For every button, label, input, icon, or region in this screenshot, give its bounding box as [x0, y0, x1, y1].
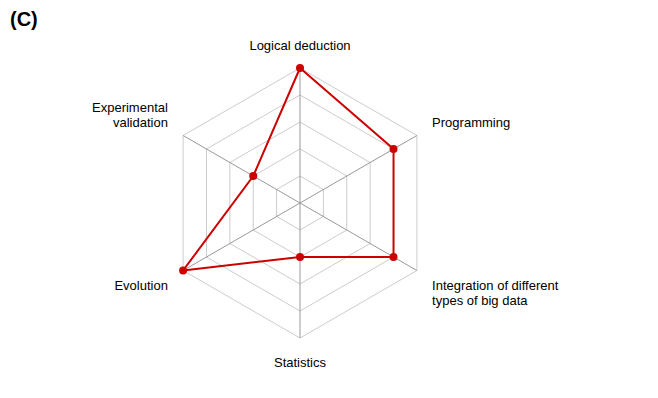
category-label: Programming: [432, 115, 510, 130]
grid: [183, 68, 417, 338]
chart: Logical deduction Programming Integration …: [0, 0, 658, 398]
data-point: [390, 145, 398, 153]
category-label: Statistics: [274, 355, 327, 370]
panel-label: (C): [10, 8, 38, 30]
spoke: [300, 136, 417, 204]
radar: Logical deduction Programming Integration …: [92, 38, 559, 369]
data-point: [390, 253, 398, 261]
spokes: [183, 68, 417, 338]
data-point: [249, 172, 257, 180]
category-label: Experimentalvalidation: [92, 100, 168, 130]
spoke: [300, 203, 301, 338]
data-point: [296, 253, 304, 261]
category-label: Integration of differenttypes of big dat…: [432, 278, 559, 308]
category-labels: Logical deduction Programming Integration …: [92, 38, 559, 369]
data-point: [296, 64, 304, 72]
grid-ring: [183, 68, 417, 338]
spoke: [300, 68, 301, 203]
category-label: Logical deduction: [249, 38, 350, 53]
data-point: [179, 267, 187, 275]
spoke: [300, 203, 417, 271]
data-line: [183, 68, 393, 271]
spoke: [183, 203, 300, 271]
data: [179, 64, 397, 275]
category-label: Evolution: [114, 278, 167, 293]
